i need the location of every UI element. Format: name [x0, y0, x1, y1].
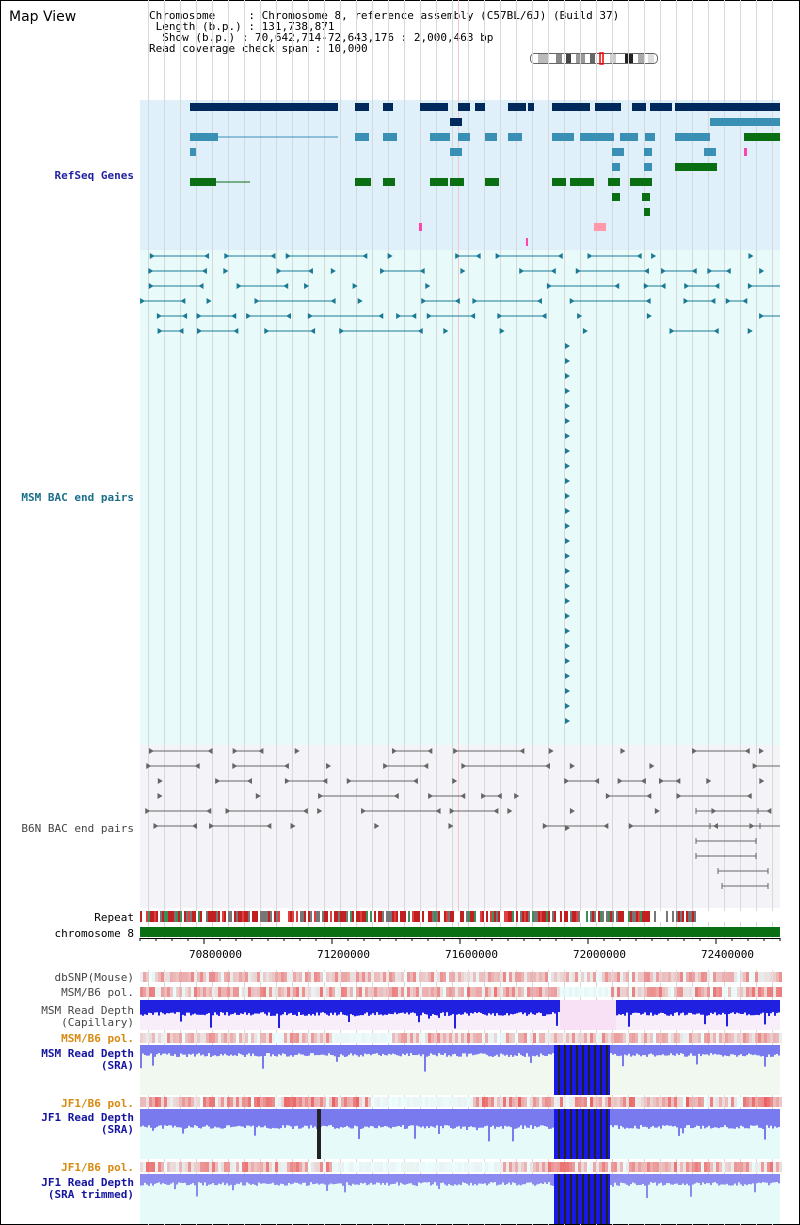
chromosome-value: Chromosome 8, reference assembly (C57BL/…: [261, 9, 620, 22]
track-label-msm-pol-2[interactable]: MSM/B6 pol.: [61, 1032, 134, 1045]
grid-line: [756, 0, 757, 940]
track-label-msm-depth-cap-2: (Capillary): [61, 1016, 134, 1029]
msm-depth-capillary-track[interactable]: [140, 1000, 780, 1030]
grid-line: [612, 0, 613, 940]
chromosome-ideogram[interactable]: [530, 52, 658, 65]
b6n-bac-end-pairs[interactable]: [140, 745, 780, 908]
axis-tick-label-5: 72400000: [701, 948, 754, 961]
grid-line: [276, 0, 277, 940]
grid-line: [340, 0, 341, 940]
grid-line: [324, 0, 325, 940]
chromosome-bar[interactable]: [140, 927, 780, 937]
grid-line: [564, 0, 565, 940]
msm-pol-heat-track-1[interactable]: [140, 987, 782, 997]
grid-line: [196, 0, 197, 940]
grid-line: [772, 0, 773, 940]
axis-tick-label-4: 72000000: [573, 948, 626, 961]
track-label-jf1-depth-sra-2: (SRA): [100, 1123, 134, 1136]
grid-line: [468, 0, 469, 940]
track-label-chromosome[interactable]: chromosome 8: [54, 927, 134, 940]
grid-line: [644, 0, 645, 940]
grid-line: [436, 0, 437, 940]
grid-line: [660, 0, 661, 940]
grid-line: [676, 0, 677, 940]
msm-bac-end-pairs[interactable]: [140, 250, 780, 745]
length-key: Length (b.p.): [155, 20, 242, 33]
grid-line: [708, 0, 709, 940]
span-value: 10,000: [327, 42, 368, 55]
chromosome-key: Chromosome: [149, 9, 216, 22]
grid-line: [420, 0, 421, 940]
track-label-dbsnp[interactable]: dbSNP(Mouse): [54, 971, 134, 984]
grid-line: [692, 0, 693, 940]
grid-line: [516, 0, 517, 940]
track-label-msm-depth-sra-2: (SRA): [100, 1059, 134, 1072]
grid-line: [500, 0, 501, 940]
axis-tick-label-3: 71600000: [445, 948, 498, 961]
refseq-genes[interactable]: [140, 100, 780, 250]
track-label-jf1-pol-1[interactable]: JF1/B6 pol.: [61, 1097, 134, 1110]
track-label-jf1-depth-trim-2: (SRA trimmed): [47, 1188, 134, 1201]
repeat-track[interactable]: [140, 911, 780, 922]
grid-line: [212, 0, 213, 940]
grid-line: [484, 0, 485, 940]
grid-line: [580, 0, 581, 940]
track-label-jf1-depth-trim-1[interactable]: JF1 Read Depth: [41, 1176, 134, 1189]
jf1-depth-sra-track[interactable]: [140, 1109, 780, 1159]
grid-line: [148, 0, 149, 940]
grid-line: [452, 0, 453, 940]
cursor-line: [458, 0, 459, 940]
msm-pol-heat-track-2[interactable]: [140, 1033, 782, 1043]
grid-line: [596, 0, 597, 940]
page-title: Map View: [9, 9, 77, 25]
grid-line: [628, 0, 629, 940]
jf1-pol-heat-track-1[interactable]: [140, 1097, 782, 1107]
track-label-msm-bac[interactable]: MSM BAC end pairs: [21, 491, 134, 504]
grid-line: [388, 0, 389, 940]
grid-line: [740, 0, 741, 940]
grid-line: [308, 0, 309, 940]
track-label-msm-pol-1[interactable]: MSM/B6 pol.: [61, 986, 134, 999]
grid-line: [548, 0, 549, 940]
grid-line: [180, 0, 181, 940]
dbsnp-heat-track[interactable]: [140, 972, 782, 982]
show-key: Show (b.p.): [149, 31, 236, 44]
length-value: 131,738,871: [261, 20, 335, 33]
axis-tick-label-2: 71200000: [317, 948, 370, 961]
track-label-b6n-bac[interactable]: B6N BAC end pairs: [21, 822, 134, 835]
track-label-refseq[interactable]: RefSeq Genes: [54, 169, 134, 182]
track-label-jf1-pol-2[interactable]: JF1/B6 pol.: [61, 1161, 134, 1174]
jf1-depth-trim-track[interactable]: [140, 1174, 780, 1224]
grid-line: [164, 0, 165, 940]
grid-line: [244, 0, 245, 940]
span-key: Read coverage check span: [149, 42, 308, 55]
track-label-repeat[interactable]: Repeat: [94, 911, 134, 924]
axis-tick-label-1: 70800000: [189, 948, 242, 961]
grid-line: [404, 0, 405, 940]
msm-bac-track-bg: [140, 250, 780, 745]
track-label-msm-depth-cap-1[interactable]: MSM Read Depth: [41, 1004, 134, 1017]
track-label-msm-depth-sra-1[interactable]: MSM Read Depth: [41, 1047, 134, 1060]
track-label-jf1-depth-sra-1[interactable]: JF1 Read Depth: [41, 1111, 134, 1124]
grid-line: [292, 0, 293, 940]
msm-depth-sra-track[interactable]: [140, 1045, 780, 1095]
grid-line: [260, 0, 261, 940]
jf1-pol-heat-track-2[interactable]: [140, 1162, 782, 1172]
grid-line: [372, 0, 373, 940]
position-axis: [139, 938, 781, 944]
grid-line: [532, 0, 533, 940]
grid-line: [228, 0, 229, 940]
grid-line: [724, 0, 725, 940]
grid-line: [356, 0, 357, 940]
